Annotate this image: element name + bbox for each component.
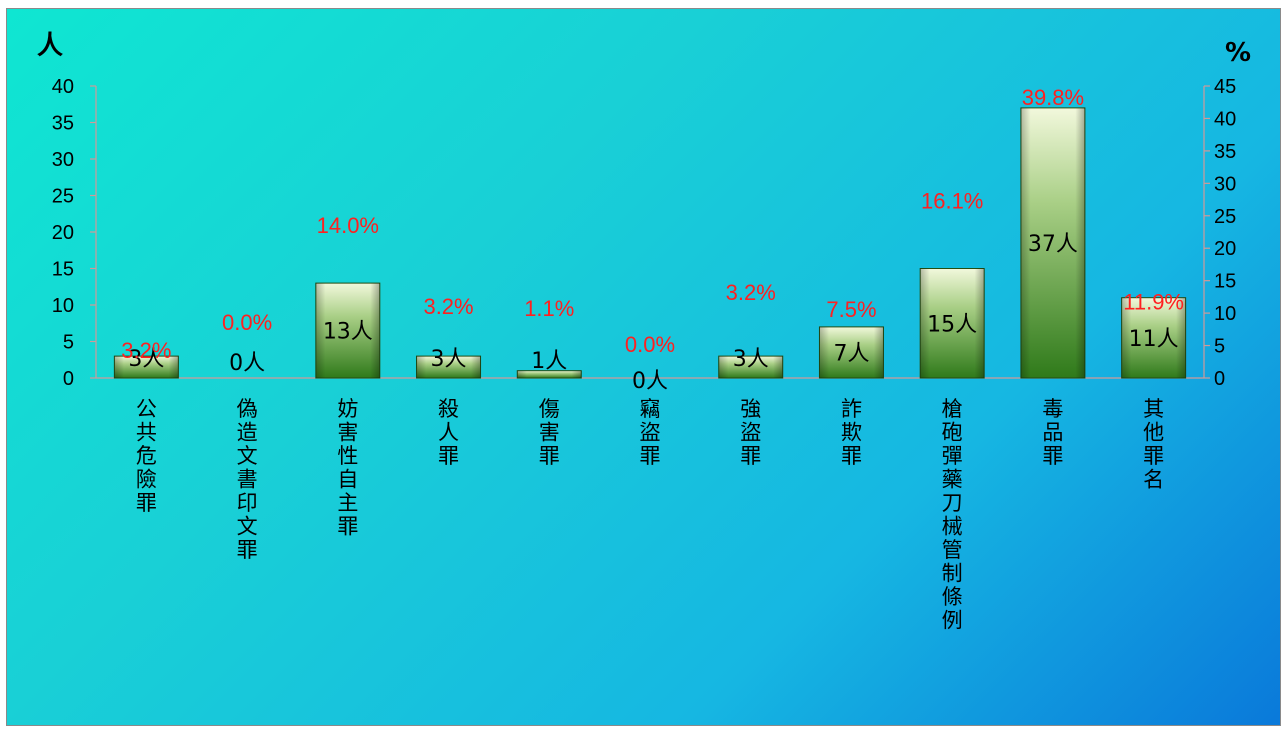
right-tick-label: 40	[1214, 108, 1236, 130]
count-label: 0人	[632, 369, 668, 394]
bar-shade	[718, 356, 783, 378]
percent-label: 16.1%	[921, 189, 983, 214]
chart-frame: 人 % 0 5 10 15 20 25 30 35 40 0 5 10 15 20 25 30 35 40 45 …	[6, 8, 1281, 726]
bar-shade	[920, 268, 985, 378]
count-label: 15人	[927, 312, 977, 337]
category-label: 傷害罪	[539, 397, 560, 468]
left-tick-label: 35	[52, 113, 74, 135]
count-label: 3人	[431, 347, 467, 372]
percent-label: 1.1%	[524, 296, 574, 321]
category-labels: 公共危險罪 偽造文書印文罪 妨害性自主罪 殺人罪 傷害罪 竊盜罪 強盜罪 詐欺罪 槍砲彈藥刀械管…	[136, 397, 1164, 633]
count-label: 3人	[128, 347, 164, 372]
left-tick-label: 20	[52, 222, 74, 244]
category-label: 妨害性自主罪	[337, 397, 358, 539]
bars-group: 3人3.2%0人0.0% 13人14.0%3人3.2%1人1.1%0人0.0%3人…	[113, 85, 1187, 394]
category-label: 詐欺罪	[841, 397, 862, 468]
bar-shade	[1020, 107, 1085, 379]
bar-shade	[819, 326, 884, 378]
bar-shade	[114, 356, 179, 378]
bar-shade	[315, 283, 380, 378]
bar-shade	[517, 370, 582, 378]
percent-label: 11.9%	[1123, 290, 1184, 315]
right-tick-label: 10	[1214, 303, 1236, 325]
left-tick-label: 0	[63, 368, 74, 390]
left-tick-label: 10	[52, 295, 74, 317]
percent-label: 39.8%	[1022, 85, 1084, 110]
count-label: 7人	[833, 341, 869, 366]
percent-label: 14.0%	[317, 213, 379, 238]
count-label: 0人	[229, 351, 265, 376]
right-tick-label: 20	[1214, 238, 1236, 260]
percent-label: 0.0%	[625, 332, 675, 357]
count-label: 37人	[1028, 232, 1078, 257]
category-label: 其他罪名	[1143, 397, 1164, 492]
percent-label: 3.2%	[423, 294, 473, 319]
right-axis-unit: %	[1225, 38, 1251, 68]
category-label: 強盜罪	[740, 397, 761, 468]
right-tick-label: 35	[1214, 141, 1236, 163]
left-tick-label: 40	[52, 76, 74, 98]
category-label: 竊盜罪	[640, 397, 661, 468]
left-y-axis: 0 5 10 15 20 25 30 35 40	[52, 76, 1204, 390]
category-label: 偽造文書印文罪	[237, 397, 258, 562]
category-label: 公共危險罪	[136, 397, 157, 515]
category-label: 毒品罪	[1042, 397, 1063, 468]
category-label: 殺人罪	[438, 397, 459, 468]
right-tick-label: 30	[1214, 173, 1236, 195]
percent-label: 3.2%	[121, 338, 171, 363]
right-y-axis: 0 5 10 15 20 25 30 35 40 45	[1203, 76, 1236, 390]
bar-shade	[416, 356, 481, 378]
left-tick-label: 5	[63, 332, 74, 354]
count-label: 3人	[733, 347, 769, 372]
left-axis-unit: 人	[37, 31, 63, 61]
count-label: 13人	[323, 320, 373, 345]
right-tick-label: 15	[1214, 271, 1236, 293]
right-tick-label: 45	[1214, 76, 1236, 98]
percent-label: 7.5%	[826, 297, 876, 322]
count-label: 11人	[1129, 327, 1179, 352]
left-tick-label: 30	[52, 149, 74, 171]
left-tick-label: 25	[52, 186, 74, 208]
count-label: 1人	[531, 349, 567, 374]
right-tick-label: 5	[1214, 336, 1225, 358]
right-tick-label: 25	[1214, 206, 1236, 228]
right-tick-label: 0	[1214, 368, 1225, 390]
percent-label: 0.0%	[222, 310, 272, 335]
category-label: 槍砲彈藥刀械管制條例	[942, 397, 963, 633]
bar-shade	[1121, 297, 1186, 378]
percent-label: 3.2%	[726, 280, 776, 305]
left-tick-label: 15	[52, 259, 74, 281]
